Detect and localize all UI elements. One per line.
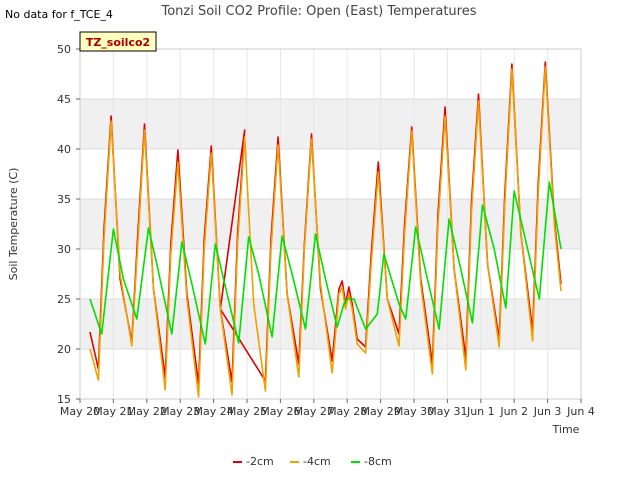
y-tick-label: 45: [57, 93, 71, 106]
y-axis-label: Soil Temperature (C): [7, 168, 20, 281]
site-badge-box: [79, 31, 157, 52]
shaded-band: [80, 199, 581, 249]
x-tick-label: May 29: [360, 405, 400, 418]
legend-label: -4cm: [303, 455, 331, 468]
y-tick-label: 30: [57, 243, 71, 256]
shaded-band: [80, 99, 581, 149]
site-badge-label: TZ_soilco2: [86, 36, 150, 49]
no-data-note: No data for f_TCE_4: [5, 8, 113, 21]
chart-title: Tonzi Soil CO2 Profile: Open (East) Temp…: [160, 4, 476, 19]
x-tick-label: May 28: [327, 405, 367, 418]
x-tick-label: May 24: [193, 405, 233, 418]
x-tick-label: May 31: [427, 405, 467, 418]
x-tick-label: May 30: [394, 405, 434, 418]
plot-frame: [79, 48, 582, 400]
site-badge: TZ_soilco2: [79, 31, 157, 52]
y-tick-label: 35: [57, 193, 71, 206]
x-axis-label: Time: [552, 423, 580, 436]
legend: -2cm -4cm -8cm: [233, 455, 392, 468]
x-tick-label: May 21: [93, 405, 133, 418]
y-tick-label: 15: [57, 393, 71, 406]
legend-label: -2cm: [246, 455, 274, 468]
x-tick-label: Jun 3: [533, 405, 562, 418]
x-tick-label: Jun 1: [466, 405, 495, 418]
y-axis: 15 20 25 30 35 40 45 50: [57, 43, 80, 406]
x-tick-label: May 22: [127, 405, 167, 418]
y-tick-label: 20: [57, 343, 71, 356]
series-group: [89, 61, 562, 398]
x-tick-label: Jun 2: [499, 405, 528, 418]
y-tick-label: 50: [57, 43, 71, 56]
x-tick-label: May 20: [60, 405, 100, 418]
series-line-4cm: [89, 66, 562, 398]
x-tick-label: May 25: [227, 405, 267, 418]
x-tick-label: Jun 4: [566, 405, 595, 418]
x-tick-label: May 27: [294, 405, 334, 418]
shaded-bands: [80, 99, 581, 349]
y-tick-label: 25: [57, 293, 71, 306]
y-tick-label: 40: [57, 143, 71, 156]
series-line-8cm: [89, 181, 562, 345]
x-tick-label: May 26: [260, 405, 300, 418]
x-tick-label: May 23: [160, 405, 200, 418]
legend-label: -8cm: [364, 455, 392, 468]
